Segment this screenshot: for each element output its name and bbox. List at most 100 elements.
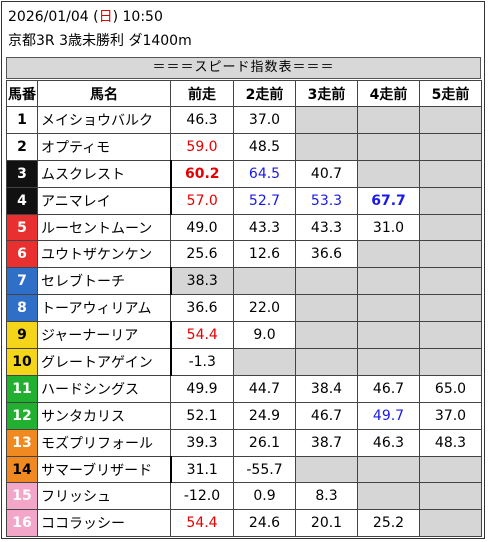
speed-index-cell: 25.6 (170, 240, 234, 269)
table-row: 5 ルーセントムーン 49.0 43.3 43.3 31.0 (6, 213, 482, 242)
speed-index-cell: 22.0 (233, 294, 296, 323)
speed-index-cell: 49.0 (170, 213, 234, 242)
speed-index-cell: -1.3 (169, 348, 234, 376)
speed-index-cell: 38.7 (295, 428, 358, 457)
speed-index-cell (419, 482, 482, 511)
speed-index-cell: 64.5 (233, 159, 296, 188)
speed-index-cell: 52.1 (170, 401, 234, 430)
table-row: 11 ハードシングス 49.9 44.7 38.4 46.7 65.0 (6, 374, 482, 403)
speed-index-cell: 26.1 (233, 428, 296, 457)
speed-index-cell (419, 294, 482, 323)
speed-index-cell (419, 348, 482, 376)
speed-index-cell: 8.3 (295, 482, 358, 511)
speed-index-cell: 20.1 (295, 509, 358, 538)
col-header-2back: 2走前 (233, 80, 296, 107)
speed-index-cell (357, 267, 420, 296)
speed-index-cell: 24.9 (233, 401, 296, 430)
horse-name: ジャーナーリア (37, 321, 171, 350)
table-row: 1 メイショウバルク 46.3 37.0 (6, 106, 482, 134)
speed-index-cell: 31.0 (357, 213, 420, 242)
table-banner: ＝＝＝スピード指数表＝＝＝ (6, 57, 481, 79)
horse-number: 1 (6, 106, 38, 134)
horse-name: ムスクレスト (37, 159, 171, 188)
speed-index-cell: 46.3 (170, 106, 234, 134)
speed-index-cell: 53.3 (295, 186, 358, 215)
speed-index-cell (233, 348, 296, 376)
col-header-name: 馬名 (37, 80, 171, 107)
table-row: 7 セレブトーチ 38.3 (6, 267, 482, 296)
horse-number: 4 (6, 186, 38, 215)
speed-index-cell (357, 321, 420, 350)
table-row: 16 ココラッシー 54.4 24.6 20.1 25.2 (6, 509, 482, 538)
speed-index-cell: 46.3 (357, 428, 420, 457)
horse-number: 7 (6, 267, 38, 296)
speed-index-cell: 38.4 (295, 374, 358, 403)
speed-index-cell: 9.0 (233, 321, 296, 350)
speed-index-cell (357, 455, 420, 484)
horse-number: 14 (6, 455, 38, 484)
speed-index-cell: 65.0 (419, 374, 482, 403)
speed-index-cell (357, 132, 420, 161)
speed-index-cell: 46.7 (295, 401, 358, 430)
horse-name: オプティモ (37, 132, 171, 161)
speed-index-cell: 44.7 (233, 374, 296, 403)
horse-number: 10 (6, 348, 38, 376)
speed-index-cell: 59.0 (170, 132, 234, 161)
speed-index-cell: 36.6 (295, 240, 358, 269)
table-row: 3 ムスクレスト 60.2 64.5 40.7 (6, 159, 482, 188)
speed-index-cell: 60.2 (169, 159, 234, 188)
speed-index-cell (419, 267, 482, 296)
horse-name: メイショウバルク (37, 106, 171, 134)
speed-index-cell: 39.3 (170, 428, 234, 457)
speed-index-cell (357, 159, 420, 188)
speed-index-cell (419, 455, 482, 484)
speed-index-cell: 37.0 (233, 106, 296, 134)
speed-index-cell: 43.3 (295, 213, 358, 242)
speed-index-cell (419, 240, 482, 269)
speed-index-cell: 57.0 (169, 186, 234, 215)
speed-index-cell (419, 213, 482, 242)
speed-index-cell: 43.3 (233, 213, 296, 242)
col-header-5back: 5走前 (419, 80, 482, 107)
speed-index-cell (295, 106, 358, 134)
horse-number: 11 (6, 374, 38, 403)
horse-name: ユウトザケンケン (37, 240, 171, 269)
horse-name: ココラッシー (37, 509, 171, 538)
race-time: ) 10:50 (112, 9, 163, 25)
speed-index-cell: 25.2 (357, 509, 420, 538)
col-header-3back: 3走前 (295, 80, 358, 107)
speed-index-cell (357, 348, 420, 376)
horse-name: トーアウィリアム (37, 294, 171, 323)
speed-index-cell (419, 106, 482, 134)
speed-index-cell (357, 482, 420, 511)
table-row: 14 サマーブリザード 31.1 -55.7 (6, 455, 482, 484)
speed-index-cell (295, 267, 358, 296)
horse-number: 8 (6, 294, 38, 323)
table-header-row: 馬番 馬名 前走 2走前 3走前 4走前 5走前 (6, 80, 482, 107)
speed-index-table: 馬番 馬名 前走 2走前 3走前 4走前 5走前 1 メイショウバルク 46.3 37… (6, 80, 482, 538)
horse-number: 16 (6, 509, 38, 538)
horse-name: セレブトーチ (37, 267, 171, 296)
horse-name: グレートアゲイン (37, 348, 171, 376)
speed-index-cell: 49.7 (357, 401, 420, 430)
speed-index-cell: 12.6 (233, 240, 296, 269)
speed-index-cell: -12.0 (170, 482, 234, 511)
speed-index-cell (419, 321, 482, 350)
table-row: 6 ユウトザケンケン 25.6 12.6 36.6 (6, 240, 482, 269)
speed-index-cell: 38.3 (169, 267, 234, 296)
speed-index-cell: 49.9 (170, 374, 234, 403)
table-row: 12 サンタカリス 52.1 24.9 46.7 49.7 37.0 (6, 401, 482, 430)
horse-name: ハードシングス (37, 374, 171, 403)
speed-index-cell: 48.3 (419, 428, 482, 457)
race-date: 2026/01/04 ( (8, 9, 99, 25)
speed-index-cell: 31.1 (169, 455, 234, 484)
speed-index-cell (295, 455, 358, 484)
horse-number: 5 (6, 213, 38, 242)
speed-index-cell (419, 186, 482, 215)
speed-index-cell (295, 348, 358, 376)
speed-index-cell (233, 267, 296, 296)
speed-index-cell: 0.9 (233, 482, 296, 511)
speed-index-cell: 48.5 (233, 132, 296, 161)
table-row: 4 アニマレイ 57.0 52.7 53.3 67.7 (6, 186, 482, 215)
speed-index-cell (419, 132, 482, 161)
